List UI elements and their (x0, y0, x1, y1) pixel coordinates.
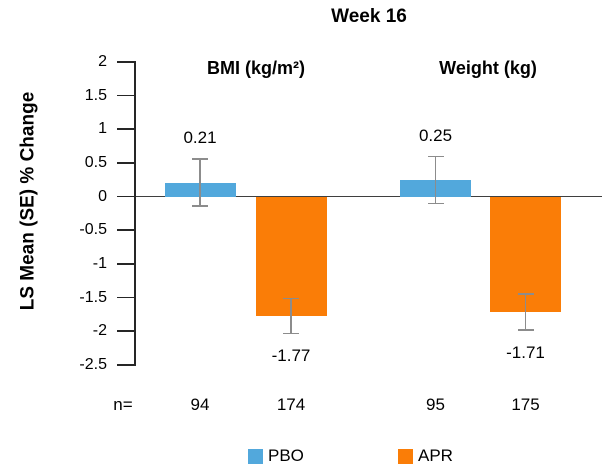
y-tick (117, 94, 136, 97)
y-tick-label: -1 (92, 255, 107, 272)
y-tick (117, 61, 136, 63)
n-value: 95 (426, 395, 445, 414)
y-tick (117, 162, 136, 164)
error-bar-cap-top (192, 158, 208, 160)
y-tick-label: 0.5 (84, 154, 107, 171)
y-tick (117, 364, 136, 366)
y-tick-label: 1 (98, 120, 107, 138)
error-bar-cap-bottom (427, 202, 444, 205)
y-axis-line (134, 62, 136, 365)
y-tick (117, 296, 136, 299)
y-tick (117, 195, 136, 198)
legend-label: PBO (268, 446, 304, 465)
y-tick-label: -2 (92, 322, 107, 340)
y-tick (117, 229, 136, 231)
apr-legend-swatch (398, 448, 413, 464)
n-value: 175 (511, 395, 540, 414)
apr-bar (490, 196, 561, 312)
legend-item-pbo: PBO (248, 446, 304, 466)
apr-bar (255, 196, 327, 316)
legend-label: APR (418, 446, 453, 465)
y-tick (117, 263, 136, 265)
value-label: -1.71 (506, 342, 545, 362)
y-tick-label: 0 (98, 187, 107, 205)
error-bar-cap-bottom (517, 329, 534, 331)
error-bar-cap-bottom (283, 332, 299, 334)
pbo-legend-swatch (248, 448, 263, 464)
error-bar-cap-top (517, 293, 534, 295)
chart-title: Week 16 (331, 6, 407, 27)
error-bar-line (434, 155, 437, 205)
error-bar-line (524, 293, 527, 331)
error-bar-cap-bottom (192, 205, 208, 207)
group-label: Weight (kg) (439, 58, 537, 78)
legend-item-apr: APR (398, 446, 453, 466)
n-value: 174 (276, 395, 306, 414)
y-tick-label: 2 (98, 53, 107, 70)
value-label: 0.25 (418, 125, 453, 145)
group-label: BMI (kg/m²) (207, 58, 305, 78)
error-bar-line (290, 297, 292, 335)
error-bar-cap-top (427, 155, 444, 158)
error-bar-line (199, 158, 201, 207)
y-tick-label: 1.5 (84, 86, 107, 104)
y-tick-label: -1.5 (79, 288, 107, 306)
y-tick (117, 330, 136, 332)
y-tick-label: -2.5 (79, 356, 107, 373)
error-bar-cap-top (283, 297, 299, 300)
value-label: -1.77 (271, 346, 311, 365)
n-row-prefix: n= (113, 395, 133, 414)
y-tick-label: -0.5 (79, 221, 107, 239)
y-tick (117, 128, 136, 130)
zero-line (136, 195, 602, 198)
n-value: 94 (190, 395, 210, 414)
value-label: 0.21 (183, 128, 217, 148)
